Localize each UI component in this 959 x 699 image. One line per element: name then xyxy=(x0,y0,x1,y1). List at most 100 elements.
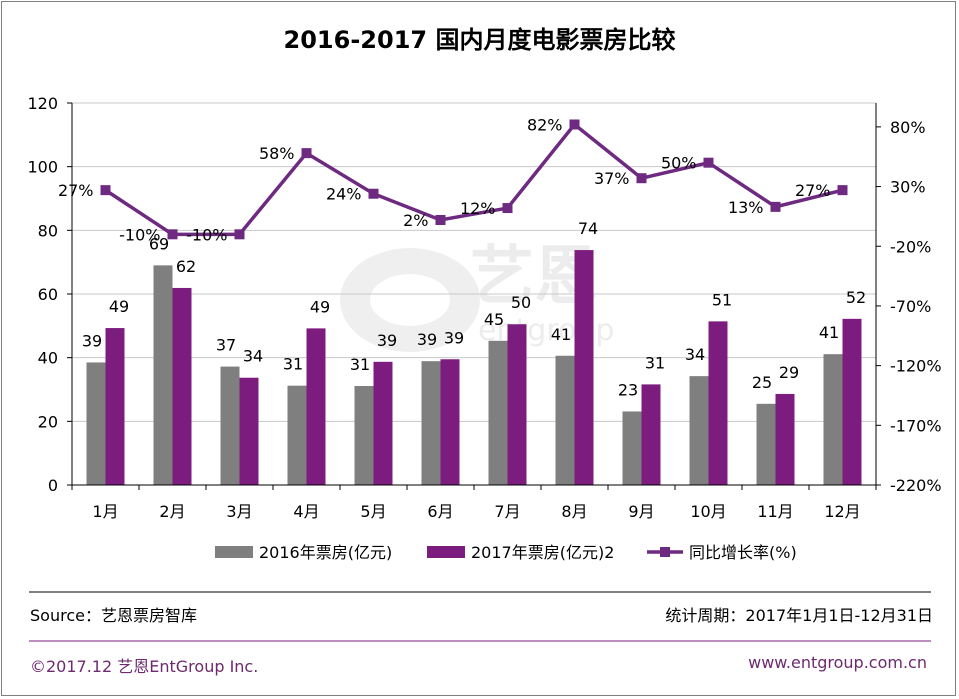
bar-2016 xyxy=(488,340,508,485)
x-tick-label: 3月 xyxy=(226,502,252,521)
bar-2017 xyxy=(105,328,125,485)
bar-2017-value-label: 39 xyxy=(377,331,397,350)
bar-2017 xyxy=(842,318,862,485)
period-text: 统计周期：2017年1月1日-12月31日 xyxy=(665,606,933,625)
y-right-tick-label: 30% xyxy=(890,178,926,197)
bar-2017 xyxy=(440,359,460,485)
growth-marker xyxy=(636,173,647,184)
legend-swatch-growth-marker xyxy=(660,547,670,557)
bar-2017-value-label: 29 xyxy=(779,363,799,382)
bar-2016-value-label: 34 xyxy=(685,345,705,364)
data-labels: 39 49 69 62 37 34 31 49 31 39 39 39 45 50 41 74 23 31 34 51… xyxy=(58,115,866,399)
x-tick-label: 1月 xyxy=(92,502,118,521)
y-left-tick-label: 40 xyxy=(38,349,58,368)
bar-2017-value-label: 51 xyxy=(712,290,732,309)
bar-2016-value-label: 31 xyxy=(283,355,303,374)
growth-value-label: 37% xyxy=(594,169,630,188)
bar-2016-value-label: 37 xyxy=(216,336,236,355)
chart-canvas: 艺恩 entgroup 020406080100120-220%-170%-12… xyxy=(27,94,941,562)
y-left-tick-label: 0 xyxy=(48,476,58,495)
growth-value-label: 27% xyxy=(795,181,831,200)
bar-2016-value-label: 25 xyxy=(752,373,772,392)
x-tick-label: 2月 xyxy=(159,502,185,521)
website-link[interactable]: www.entgroup.com.cn xyxy=(748,653,927,672)
growth-marker xyxy=(837,185,848,196)
chart-title: 2016-2017 国内月度电影票房比较 xyxy=(283,26,676,54)
bar-2016-value-label: 69 xyxy=(149,234,169,253)
bar-2016 xyxy=(354,385,374,485)
growth-line-series xyxy=(100,119,848,240)
growth-value-label: 13% xyxy=(728,198,764,217)
watermark-logo-shape xyxy=(340,248,480,352)
x-tick-label: 12月 xyxy=(824,502,860,521)
growth-marker xyxy=(502,203,513,214)
bar-2016-value-label: 39 xyxy=(417,330,437,349)
watermark-logo-hole xyxy=(370,274,450,326)
axes: 0 20 40 60 80 100 120 -220% -170% -120% -70% -20% 30… xyxy=(27,94,941,521)
x-tick-label: 5月 xyxy=(360,502,386,521)
growth-value-label: 2% xyxy=(403,211,428,230)
bar-2016-value-label: 39 xyxy=(82,331,102,350)
bar-2017-value-label: 34 xyxy=(243,347,263,366)
bar-2017 xyxy=(641,384,661,485)
growth-line xyxy=(104,122,843,237)
bar-2016 xyxy=(689,376,709,485)
bar-2016 xyxy=(823,354,843,485)
bar-2016 xyxy=(220,366,240,485)
bar-2016 xyxy=(756,403,776,485)
bar-2016 xyxy=(287,385,307,485)
x-tick-label: 7月 xyxy=(494,502,520,521)
x-tick-label: 6月 xyxy=(427,502,453,521)
x-tick-label: 11月 xyxy=(757,502,793,521)
bar-2017 xyxy=(239,377,259,485)
y-right-tick-label: -170% xyxy=(890,416,942,435)
y-left-tick-label: 80 xyxy=(38,221,58,240)
bar-2016 xyxy=(622,411,642,485)
bar-2017-value-label: 31 xyxy=(645,353,665,372)
growth-value-label: -10% xyxy=(119,225,160,244)
bar-2017 xyxy=(708,321,728,485)
bar-2016-value-label: 23 xyxy=(618,380,638,399)
growth-marker xyxy=(770,201,781,212)
growth-value-label: 58% xyxy=(259,144,295,163)
bar-2017-value-label: 52 xyxy=(846,288,866,307)
legend-swatch-2016 xyxy=(215,546,253,558)
legend-swatch-2017 xyxy=(427,546,465,558)
growth-value-label: 27% xyxy=(58,181,94,200)
growth-marker xyxy=(569,119,580,130)
growth-marker xyxy=(435,214,446,225)
y-right-tick-label: -70% xyxy=(890,297,931,316)
copyright-text: ©2017.12 艺恩EntGroup Inc. xyxy=(30,657,259,676)
y-left-tick-label: 100 xyxy=(27,158,58,177)
growth-value-label: 12% xyxy=(460,199,496,218)
growth-marker xyxy=(100,185,111,196)
y-right-tick-label: -20% xyxy=(890,237,931,256)
y-right-tick-label: -120% xyxy=(890,357,942,376)
bar-2016-value-label: 41 xyxy=(819,323,839,342)
growth-marker xyxy=(703,157,714,168)
y-left-tick-label: 60 xyxy=(38,285,58,304)
bar-2017-value-label: 62 xyxy=(176,257,196,276)
bar-2016-value-label: 45 xyxy=(484,310,504,329)
legend-label-2017: 2017年票房(亿元)2 xyxy=(471,543,614,562)
growth-marker xyxy=(167,229,178,240)
bar-2017 xyxy=(373,361,393,485)
bar-2017-value-label: 49 xyxy=(310,297,330,316)
growth-marker xyxy=(368,188,379,199)
x-tick-label: 9月 xyxy=(628,502,654,521)
y-left-tick-label: 120 xyxy=(27,94,58,113)
bar-2017-value-label: 50 xyxy=(511,293,531,312)
bar-series xyxy=(86,250,862,485)
bar-2016-value-label: 31 xyxy=(350,355,370,374)
source-text: Source：艺恩票房智库 xyxy=(30,606,197,625)
bar-2017 xyxy=(775,393,795,485)
growth-marker xyxy=(234,229,245,240)
x-tick-label: 10月 xyxy=(690,502,726,521)
bar-2016 xyxy=(555,355,575,485)
bar-2017 xyxy=(574,250,594,485)
y-right-tick-label: -220% xyxy=(890,476,942,495)
y-right-tick-label: 80% xyxy=(890,118,926,137)
bar-2017 xyxy=(507,324,527,485)
bar-2017-value-label: 39 xyxy=(444,328,464,347)
